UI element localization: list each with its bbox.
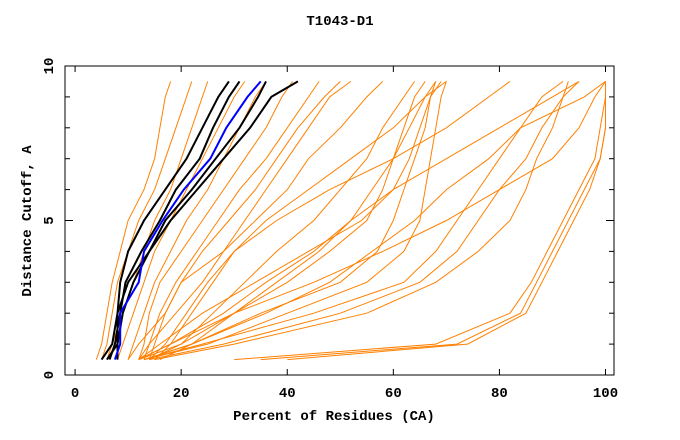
model-line-0	[95, 81, 172, 360]
model-line-8	[138, 80, 352, 360]
x-tick-label: 20	[173, 386, 190, 402]
x-tick-label: 100	[593, 386, 618, 402]
y-axis-label: Distance Cutoff, A	[20, 145, 36, 297]
model-line-11	[143, 81, 437, 361]
x-tick-label: 60	[385, 386, 402, 402]
model-line-26	[148, 80, 511, 360]
model-line-22	[287, 81, 606, 361]
model-line-13	[149, 81, 416, 361]
model-line-25	[159, 80, 580, 361]
model-line-9	[138, 81, 426, 361]
chart-title: T1043-D1	[306, 14, 374, 30]
model-line-14	[138, 81, 442, 361]
x-tick-label: 40	[279, 386, 296, 402]
model-line-1	[101, 81, 193, 360]
model-line-5	[138, 81, 294, 360]
axis-ticks: 0 20 40 60 80 100 0 5 10	[42, 58, 618, 402]
y-tick-label: 10	[42, 58, 58, 75]
x-tick-label: 0	[71, 386, 79, 402]
model-line-24	[127, 81, 384, 360]
x-tick-label: 80	[491, 386, 508, 402]
model-line-17	[154, 81, 569, 361]
model-line-16	[149, 81, 580, 361]
x-axis-label: Percent of Residues (CA)	[233, 409, 435, 425]
model-line-23	[154, 80, 447, 360]
model-line-18	[143, 80, 606, 361]
reference-line-1	[108, 80, 241, 360]
reference-line-0	[100, 80, 230, 361]
model-line-12	[143, 81, 447, 361]
model-line-15	[143, 80, 564, 361]
reference-line-2	[116, 80, 267, 360]
y-tick-label: 0	[42, 371, 58, 379]
series-group	[95, 80, 606, 361]
model-line-19	[138, 81, 606, 361]
model-line-7	[148, 81, 341, 360]
model-line-20	[234, 81, 606, 361]
highlight-line	[113, 80, 262, 360]
y-tick-label: 5	[42, 216, 58, 224]
